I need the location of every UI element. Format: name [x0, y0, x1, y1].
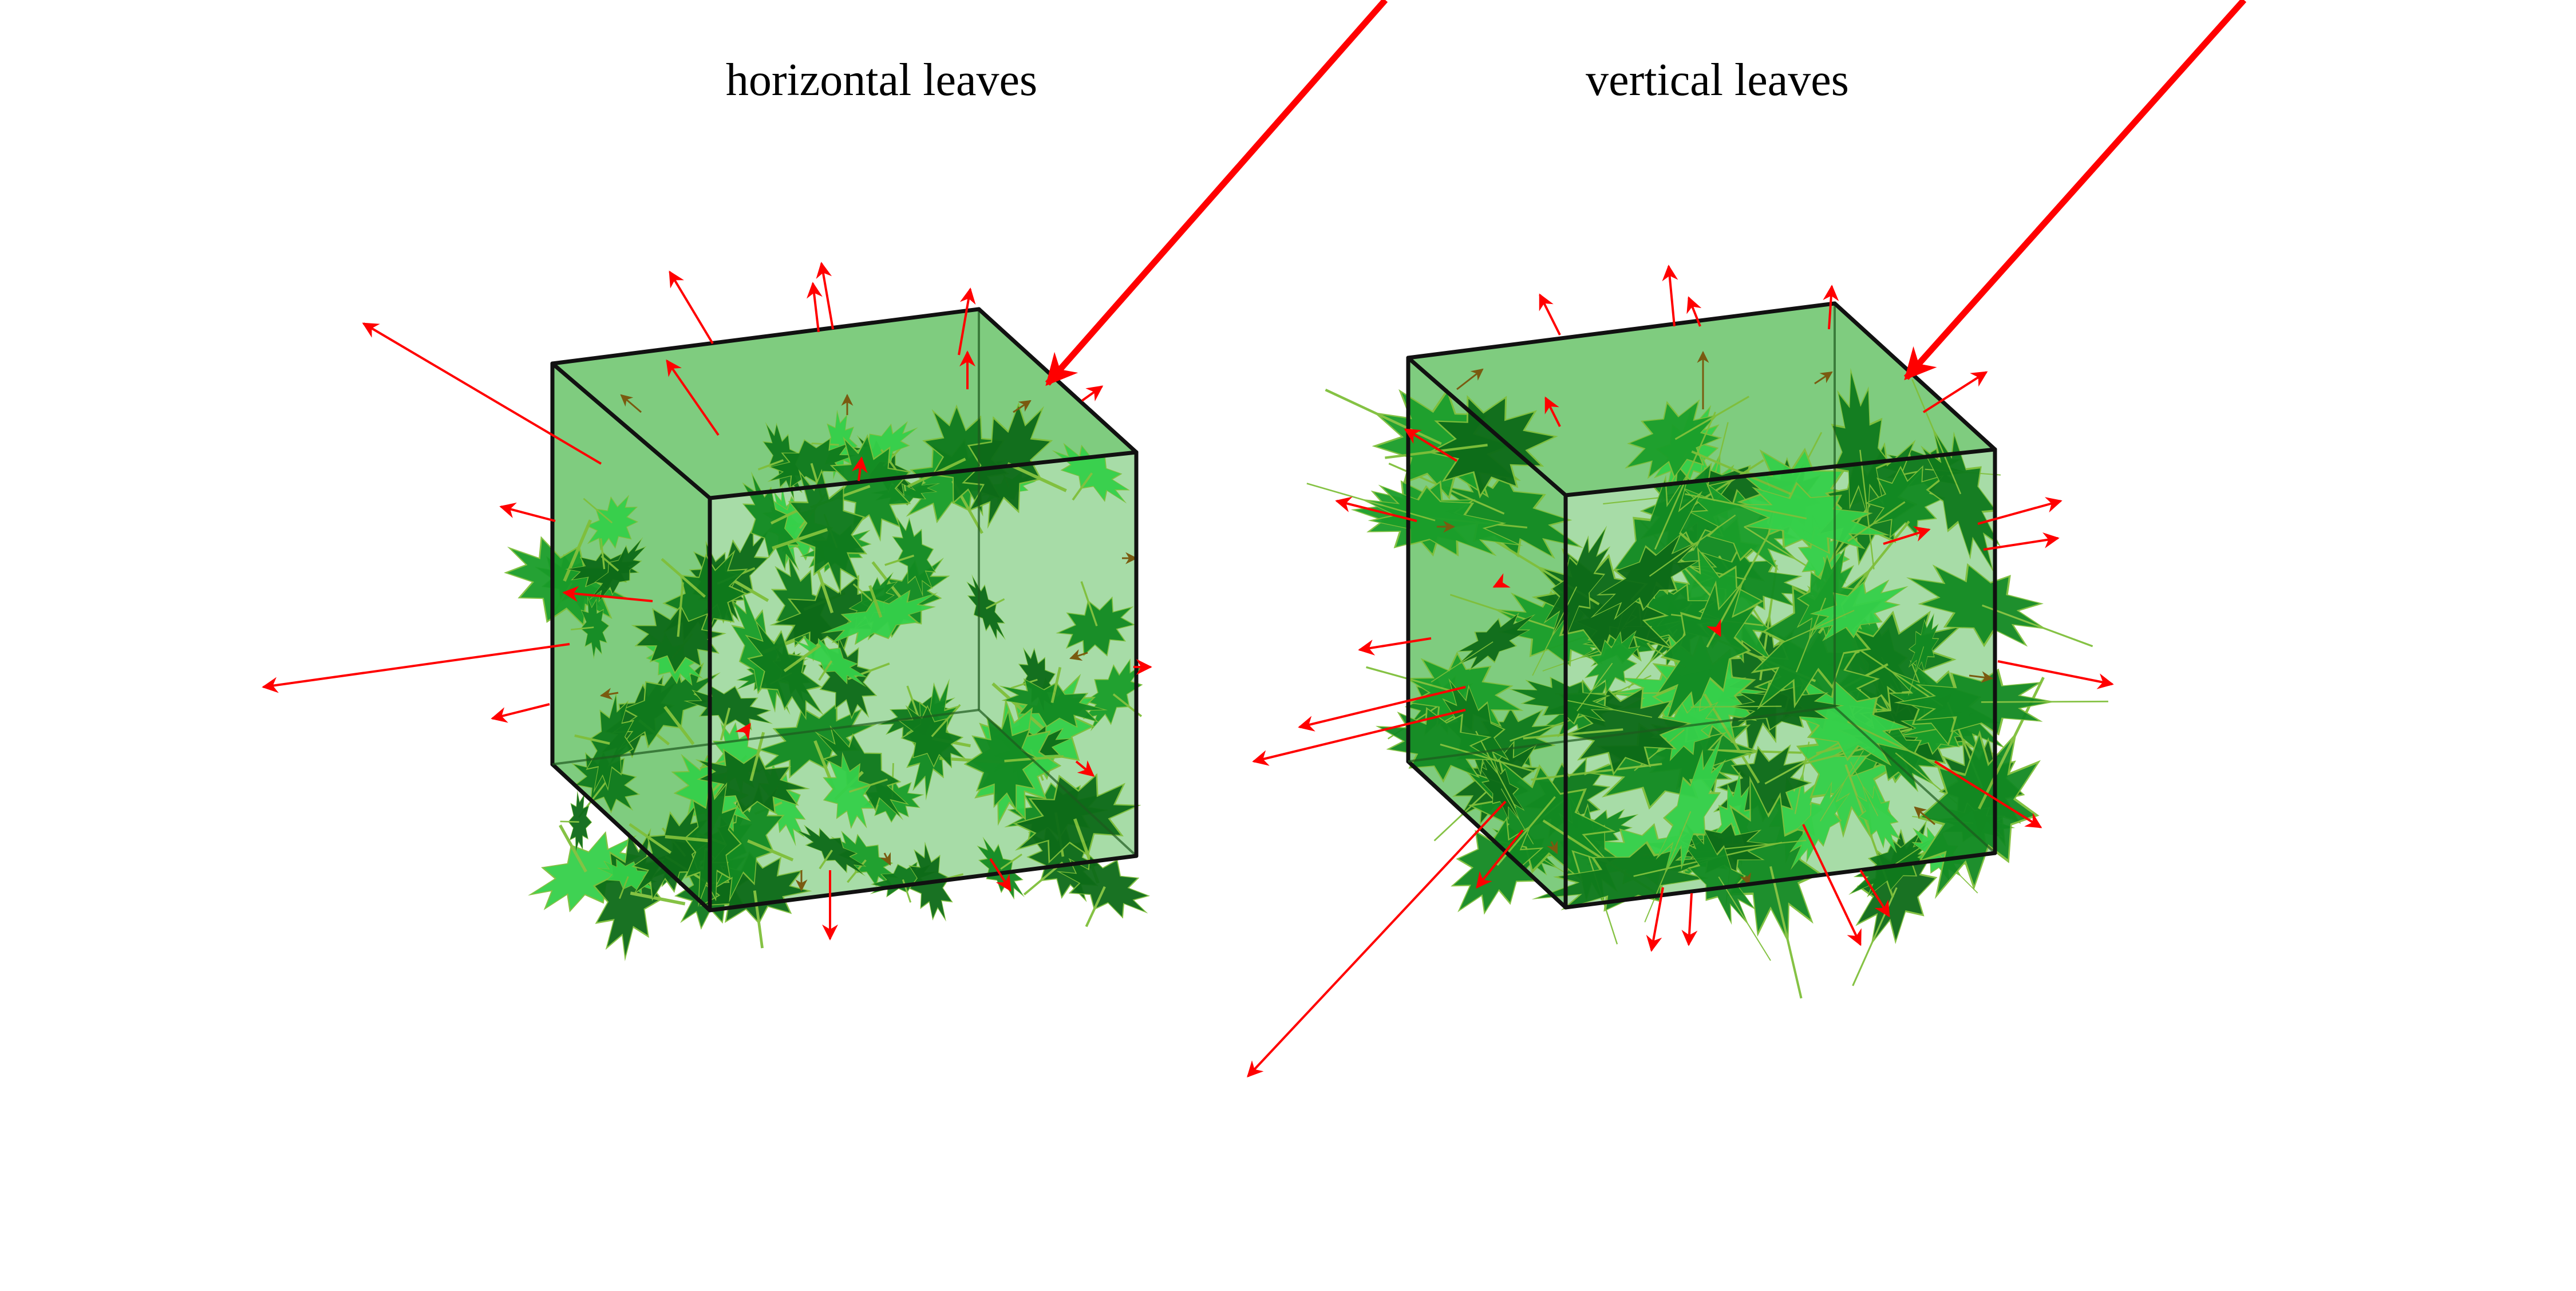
- scattered-ray-arrow: [1298, 686, 1466, 732]
- scattered-ray-arrow: [1081, 385, 1104, 402]
- scattered-ray-arrow: [1686, 296, 1702, 327]
- scattered-ray-arrow: [1539, 293, 1561, 335]
- panel-title-horizontal: horizontal leaves: [725, 55, 1038, 105]
- scattered-ray-arrow: [1802, 824, 1862, 946]
- scattered-ray-arrow: [499, 502, 556, 522]
- incident-ray-arrow: [1903, 0, 2247, 381]
- scattered-ray-arrow: [669, 270, 714, 345]
- scattered-ray-arrow: [1823, 285, 1839, 330]
- box-edge: [1406, 759, 1568, 910]
- scattered-ray-arrow: [1922, 371, 1988, 413]
- scattered-ray-arrow: [1492, 573, 1511, 588]
- scattered-ray-arrow: [1358, 637, 1432, 656]
- scattered-ray-arrow: [562, 586, 653, 602]
- scattered-ray-arrow: [1706, 619, 1721, 637]
- internal-ray-arrow: [620, 394, 642, 413]
- scattered-ray-arrow: [1075, 760, 1095, 777]
- incident-ray-arrow: [1045, 0, 1388, 386]
- scattered-ray-arrow: [1476, 829, 1524, 889]
- scattered-ray-arrow: [1997, 660, 2114, 689]
- box-edge: [1563, 447, 1997, 498]
- scattered-ray-arrow: [1247, 800, 1507, 1078]
- internal-ray-arrow: [1914, 806, 1935, 826]
- internal-ray-arrow: [599, 688, 619, 700]
- scattered-ray-arrow: [1646, 887, 1664, 952]
- panel-horizontal-leaves: [262, 0, 1388, 968]
- scattered-ray-arrow: [989, 858, 1012, 892]
- scattered-ray-arrow: [958, 287, 976, 356]
- box-edge-hidden: [1408, 706, 1835, 763]
- box-edge: [550, 762, 712, 913]
- box-edge: [708, 854, 1139, 913]
- scattered-ray-arrow: [666, 359, 720, 436]
- scattered-ray-arrow: [807, 282, 823, 333]
- scattered-ray-arrow: [491, 703, 550, 723]
- internal-ray-arrow: [880, 852, 891, 866]
- scattered-ray-arrow: [1662, 264, 1678, 327]
- scattered-ray-arrow: [262, 643, 570, 693]
- scattered-ray-arrow: [1977, 497, 2063, 525]
- scattered-ray-arrow: [851, 456, 868, 481]
- box-edge-hidden: [978, 709, 1137, 857]
- internal-ray-arrow: [1013, 400, 1032, 413]
- box-edge: [550, 307, 981, 366]
- scattered-ray-arrow: [816, 262, 834, 330]
- box-edge-hidden: [552, 709, 979, 765]
- internal-ray-arrow: [1969, 671, 1994, 684]
- scattered-ray-arrow: [1883, 526, 1931, 545]
- internal-ray-arrow: [1814, 371, 1833, 385]
- panel-vertical-leaves: [1247, 0, 2247, 1078]
- box-edge: [708, 450, 1139, 500]
- scattered-ray-arrow: [735, 723, 751, 741]
- scattered-ray-arrow: [1859, 869, 1890, 918]
- box-edge-hidden: [1834, 706, 1996, 854]
- scattered-ray-arrow: [1335, 496, 1417, 522]
- scattered-ray-arrow: [362, 322, 602, 465]
- box-edge: [550, 361, 712, 500]
- box-edge: [1563, 851, 1997, 910]
- panel-title-vertical: vertical leaves: [1586, 55, 1849, 105]
- scattered-ray-arrow: [1544, 396, 1561, 427]
- scattered-ray-arrow: [1934, 760, 2042, 828]
- box-edge: [1406, 301, 1837, 360]
- internal-ray-arrow: [1456, 368, 1484, 390]
- scattered-ray-arrow: [1983, 532, 2060, 551]
- scattered-ray-arrow: [1404, 428, 1458, 462]
- leaf-icon: [558, 790, 594, 854]
- internal-ray-arrow: [1069, 649, 1088, 661]
- scattered-ray-arrow: [1681, 893, 1698, 946]
- box-edge: [1406, 356, 1568, 498]
- internal-ray-arrow: [1547, 840, 1558, 854]
- scattered-ray-arrow: [1252, 709, 1466, 766]
